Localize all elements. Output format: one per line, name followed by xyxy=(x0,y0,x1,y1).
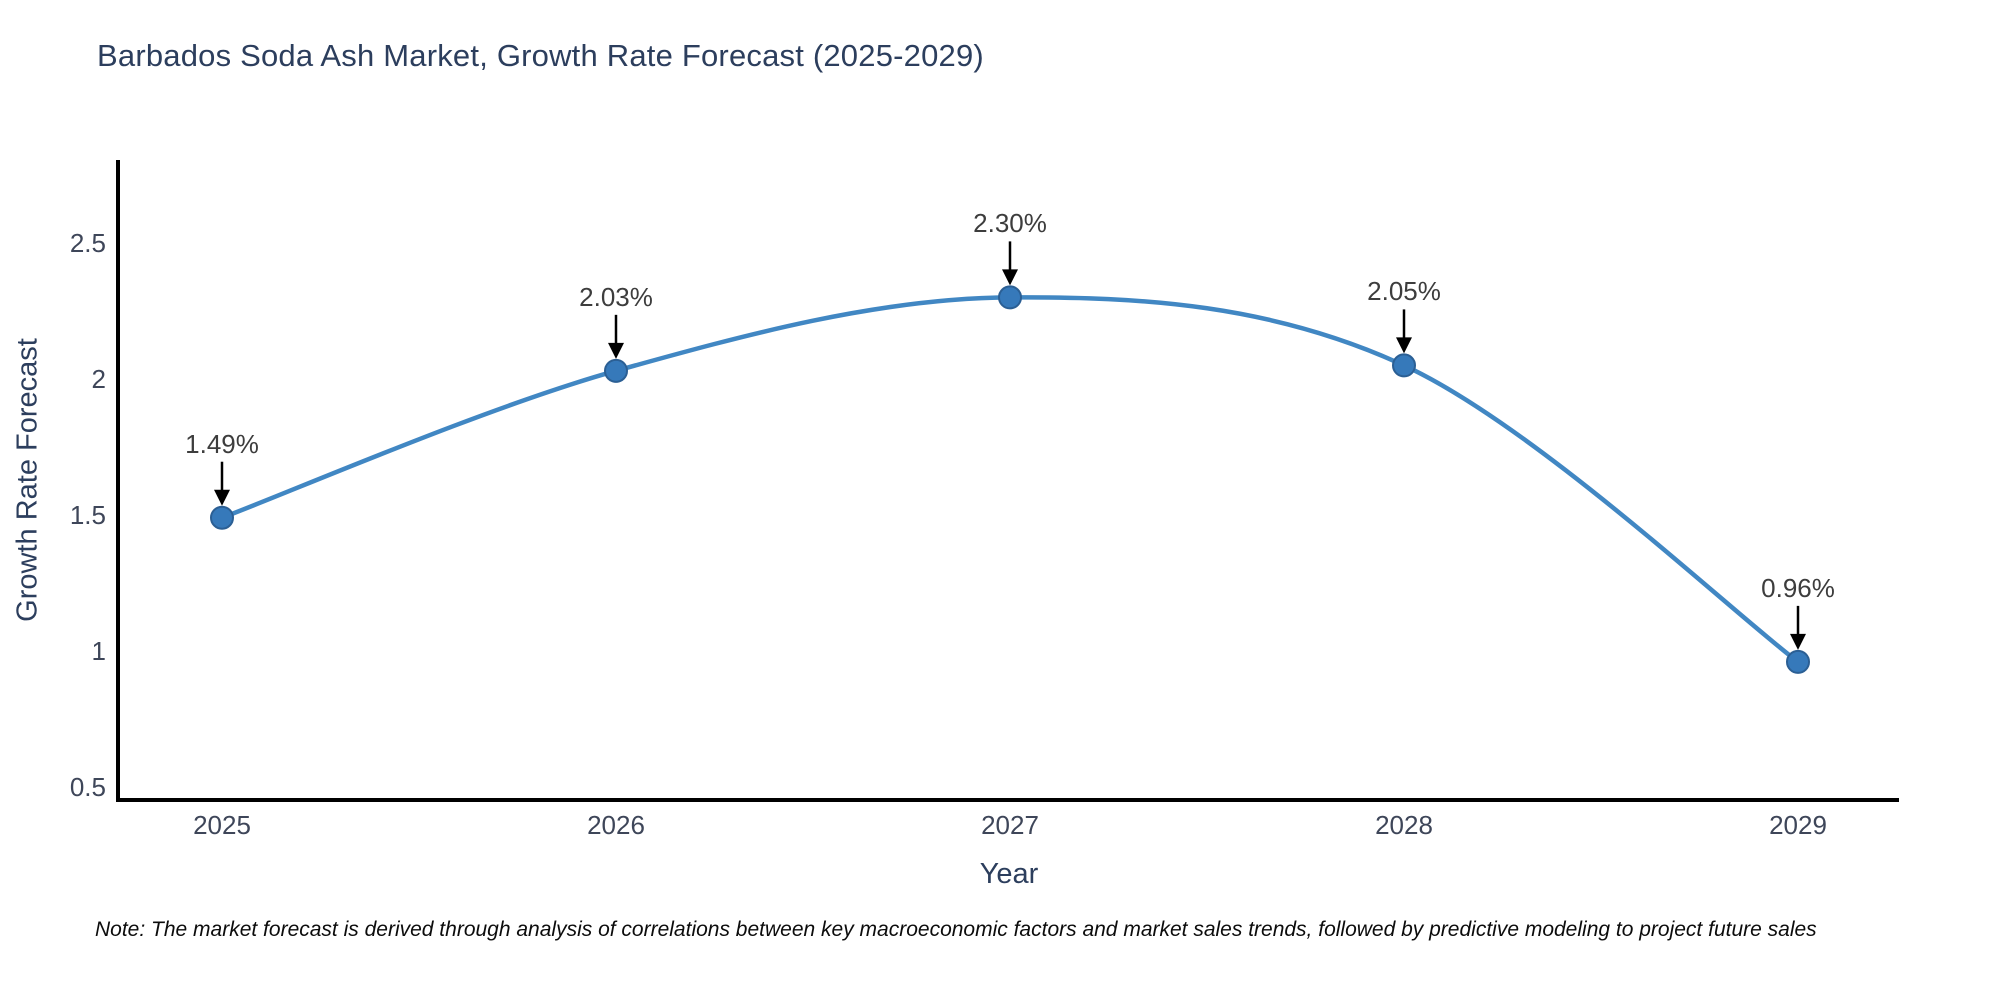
annotation-arrow-head xyxy=(214,489,230,506)
y-tick-label: 2 xyxy=(91,364,106,394)
forecast-line xyxy=(221,295,1800,664)
data-point-marker xyxy=(998,285,1022,310)
x-tick-label: 2027 xyxy=(981,810,1039,840)
footnote: Note: The market forecast is derived thr… xyxy=(95,918,1817,941)
x-tick-label: 2025 xyxy=(193,810,251,840)
x-axis-title: Year xyxy=(979,858,1039,890)
chart-title: Barbados Soda Ash Market, Growth Rate Fo… xyxy=(97,38,984,73)
annotation-arrow-head xyxy=(1790,633,1806,650)
annotation-arrow-head xyxy=(1002,269,1018,286)
y-tick-label: 1.5 xyxy=(69,500,106,530)
x-tick-label: 2029 xyxy=(1769,810,1827,840)
data-point-label: 0.96% xyxy=(1761,572,1835,603)
y-tick-label: 1 xyxy=(91,636,106,666)
y-tick-label: 0.5 xyxy=(69,772,106,802)
data-point-label: 1.49% xyxy=(185,428,259,459)
data-point-label: 2.05% xyxy=(1367,276,1441,307)
data-point-marker xyxy=(1786,649,1810,674)
data-point-marker xyxy=(604,358,628,383)
annotation-arrow-head xyxy=(608,342,624,359)
annotation-arrow-head xyxy=(1396,337,1412,354)
x-tick-label: 2028 xyxy=(1375,810,1433,840)
data-point-label: 2.03% xyxy=(579,281,653,312)
x-tick-label: 2026 xyxy=(587,810,645,840)
data-point-marker xyxy=(210,505,234,530)
y-tick-label: 2.5 xyxy=(69,228,106,258)
data-point-label: 2.30% xyxy=(973,208,1047,239)
data-point-marker xyxy=(1392,353,1416,378)
